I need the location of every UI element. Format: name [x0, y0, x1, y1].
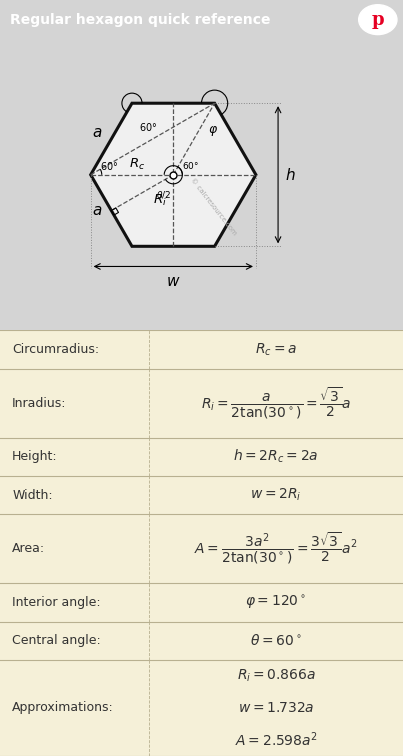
Text: $60°$: $60°$ — [182, 160, 199, 171]
Bar — [0, 621, 403, 660]
Text: $\theta = 60^\circ$: $\theta = 60^\circ$ — [250, 634, 302, 648]
Bar — [0, 330, 403, 369]
Text: $R_c = a$: $R_c = a$ — [255, 342, 297, 358]
Text: Area:: Area: — [12, 542, 45, 555]
Circle shape — [359, 5, 397, 35]
Text: $a$: $a$ — [92, 125, 102, 140]
Text: p: p — [372, 11, 384, 29]
Text: Width:: Width: — [12, 488, 53, 502]
Text: Circumradius:: Circumradius: — [12, 343, 99, 356]
Text: Regular hexagon quick reference: Regular hexagon quick reference — [10, 13, 270, 26]
Text: © calcresource.com: © calcresource.com — [189, 178, 238, 237]
Bar — [0, 438, 403, 476]
Text: $a$: $a$ — [92, 203, 102, 218]
Text: $w = 1.732a$: $w = 1.732a$ — [238, 701, 314, 715]
Text: $R_i$: $R_i$ — [153, 193, 167, 208]
Text: Inradius:: Inradius: — [12, 397, 66, 410]
Bar — [0, 660, 403, 756]
Text: $R_i = 0.866a$: $R_i = 0.866a$ — [237, 668, 316, 684]
Text: Central angle:: Central angle: — [12, 634, 101, 647]
Text: $A = 2.598a^2$: $A = 2.598a^2$ — [235, 731, 317, 749]
Text: Height:: Height: — [12, 451, 58, 463]
Bar — [0, 514, 403, 583]
Text: $h = 2R_c = 2a$: $h = 2R_c = 2a$ — [233, 448, 319, 466]
Polygon shape — [91, 104, 256, 246]
Text: $R_i = \dfrac{a}{2\tan(30^\circ)} = \dfrac{\sqrt{3}}{2}a$: $R_i = \dfrac{a}{2\tan(30^\circ)} = \dfr… — [201, 386, 351, 421]
Text: $w = 2R_i$: $w = 2R_i$ — [250, 487, 302, 503]
Text: $60°$: $60°$ — [100, 160, 118, 172]
Text: $60°$: $60°$ — [139, 122, 158, 133]
Bar — [0, 369, 403, 438]
Text: $h$: $h$ — [285, 167, 296, 183]
Text: $\varphi$: $\varphi$ — [208, 124, 218, 138]
Text: $\theta/2$: $\theta/2$ — [156, 189, 171, 200]
Text: Interior angle:: Interior angle: — [12, 596, 101, 609]
Text: Approximations:: Approximations: — [12, 702, 114, 714]
Bar — [0, 476, 403, 514]
Text: $A = \dfrac{3a^2}{2\tan(30^\circ)} = \dfrac{3\sqrt{3}}{2}a^2$: $A = \dfrac{3a^2}{2\tan(30^\circ)} = \df… — [194, 531, 358, 566]
Bar — [0, 583, 403, 621]
Text: $R_c$: $R_c$ — [129, 156, 145, 172]
Text: $w$: $w$ — [166, 274, 181, 289]
Text: $\varphi = 120^\circ$: $\varphi = 120^\circ$ — [245, 593, 307, 611]
